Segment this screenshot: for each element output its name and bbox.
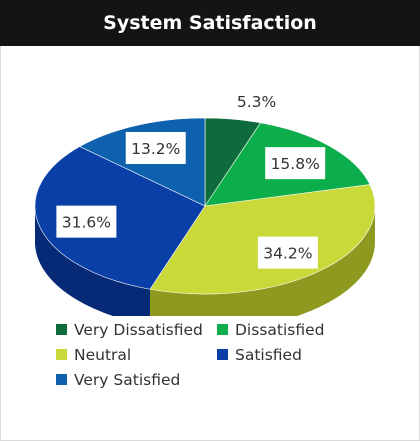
- legend-label: Very Dissatisfied: [74, 320, 203, 339]
- data-label-box: [56, 205, 117, 238]
- data-label: 13.2%: [125, 131, 186, 164]
- legend-item-very-satisfied[interactable]: Very Satisfied: [56, 371, 217, 389]
- legend: Very Dissatisfied Dissatisfied Neutral S…: [56, 317, 376, 392]
- legend-item-dissatisfied[interactable]: Dissatisfied: [217, 321, 325, 339]
- legend-swatch: [56, 324, 67, 335]
- legend-item-very-dissatisfied[interactable]: Very Dissatisfied: [56, 321, 217, 339]
- legend-swatch: [56, 349, 67, 360]
- data-label-text: 31.6%: [62, 214, 111, 232]
- data-label: 5.3%: [226, 84, 287, 117]
- data-label: 15.8%: [265, 147, 326, 180]
- data-label: 31.6%: [56, 205, 117, 238]
- data-label-text: 13.2%: [131, 140, 180, 158]
- data-label-text: 15.8%: [271, 155, 320, 173]
- data-label-text: 5.3%: [237, 93, 276, 111]
- pie-side-neutral: [149, 206, 375, 316]
- data-label-box: [226, 84, 287, 117]
- legend-swatch: [217, 349, 228, 360]
- pie-side-satisfied: [35, 206, 150, 316]
- legend-label: Very Satisfied: [74, 370, 181, 389]
- data-label: 34.2%: [257, 236, 318, 269]
- data-label-box: [257, 236, 318, 269]
- data-label-box: [265, 147, 326, 180]
- legend-swatch: [217, 324, 228, 335]
- chart-area: 5.3% 15.8% 34.2% 31.6% 13.2%: [0, 46, 420, 441]
- legend-item-neutral[interactable]: Neutral: [56, 346, 217, 364]
- legend-item-satisfied[interactable]: Satisfied: [217, 346, 302, 364]
- legend-label: Satisfied: [235, 345, 302, 364]
- chart-title: System Satisfaction: [103, 12, 317, 34]
- pie-slice-satisfied[interactable]: [34, 146, 206, 290]
- data-label-box: [125, 131, 186, 164]
- legend-label: Neutral: [74, 345, 132, 364]
- pie-sides: [35, 206, 375, 316]
- legend-label: Dissatisfied: [235, 320, 325, 339]
- chart-header: System Satisfaction: [0, 0, 420, 46]
- legend-swatch: [56, 374, 67, 385]
- data-label-text: 34.2%: [263, 245, 312, 263]
- pie-chart: 5.3% 15.8% 34.2% 31.6% 13.2%: [34, 84, 376, 316]
